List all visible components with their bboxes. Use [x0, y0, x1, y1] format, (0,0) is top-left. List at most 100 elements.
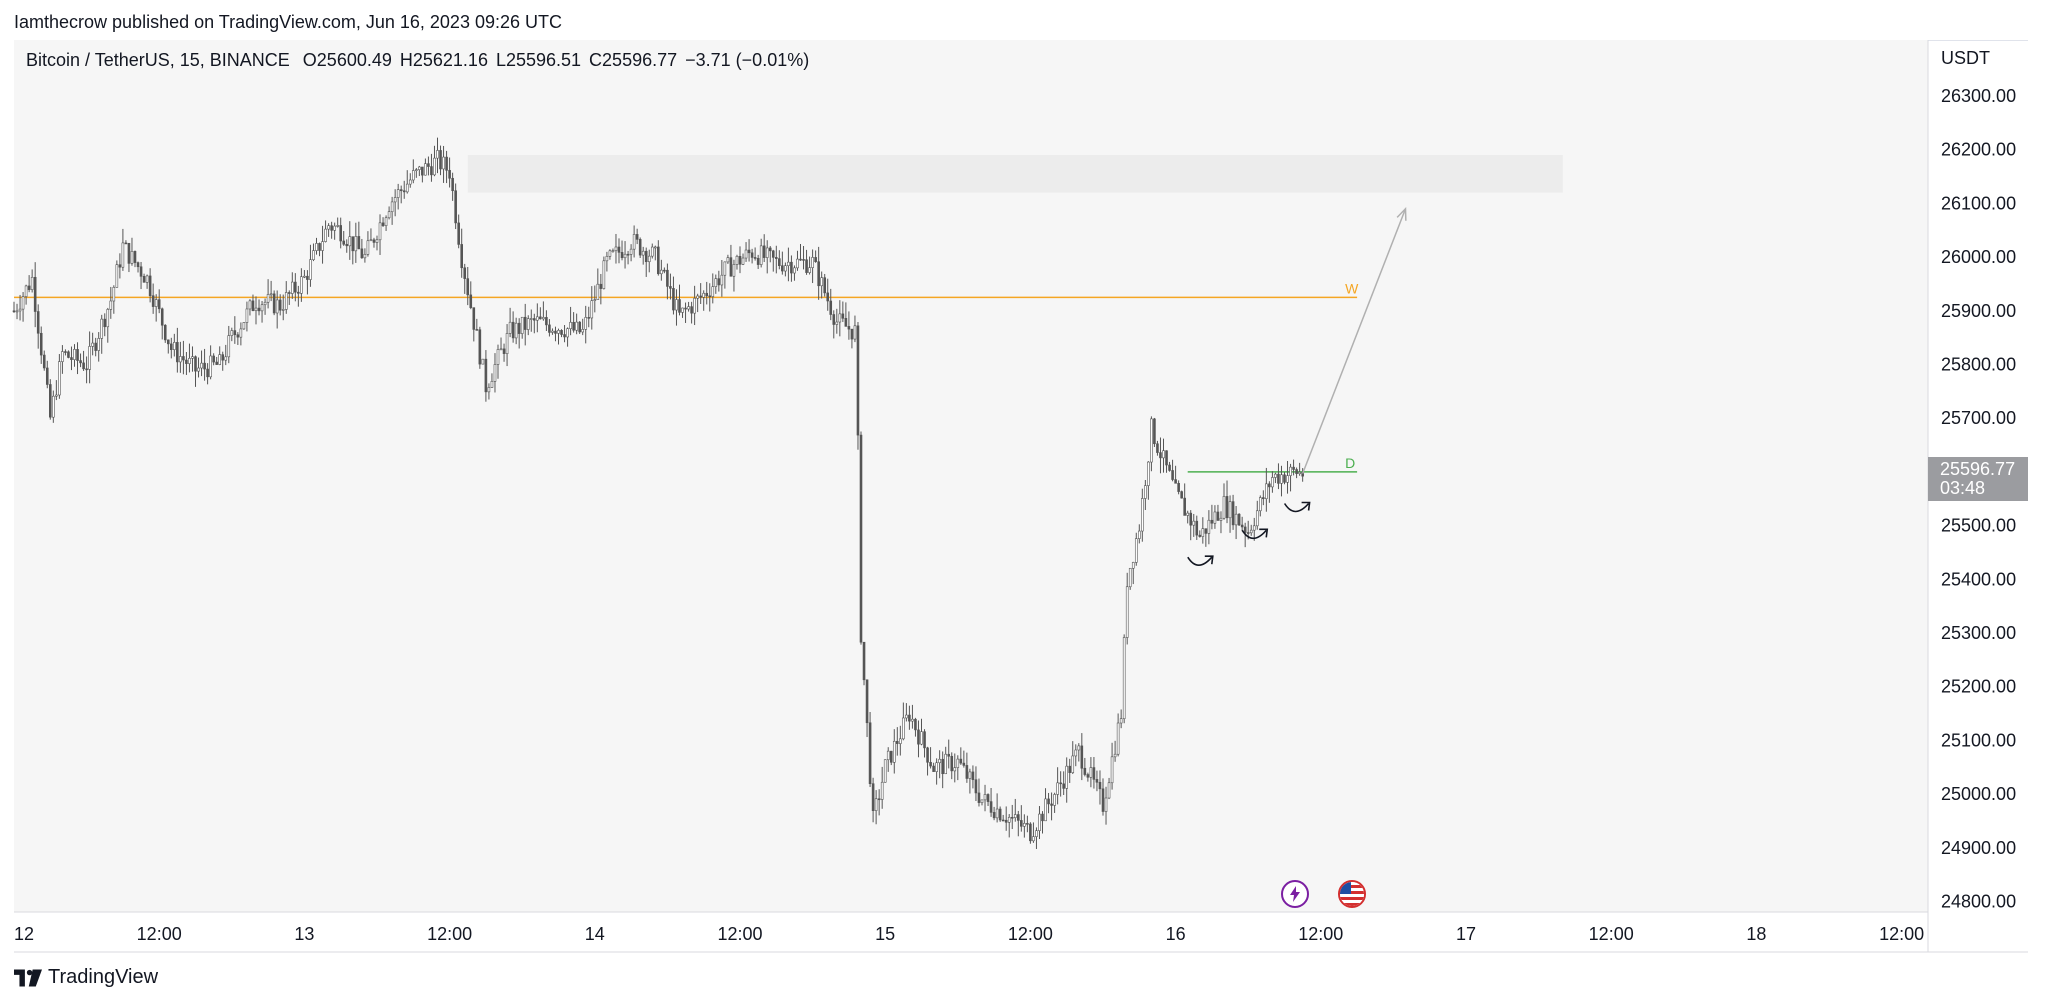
candle-body	[956, 758, 960, 768]
candle-body	[905, 714, 908, 719]
candle-body	[1292, 466, 1295, 470]
candle-body	[750, 252, 754, 258]
candle-body	[959, 758, 963, 764]
time-tick-label: 18	[1746, 924, 1766, 944]
candle-body	[926, 747, 929, 763]
symbol-legend: Bitcoin / TetherUS, 15, BINANCE O25600.4…	[26, 50, 817, 71]
candle-body	[73, 349, 76, 360]
candle-body	[1041, 813, 1044, 822]
lightning-event-icon[interactable]	[1281, 880, 1309, 908]
candle-body	[850, 328, 854, 340]
candle-body	[663, 269, 666, 272]
candle-body	[666, 269, 669, 287]
candle-body	[505, 333, 509, 354]
candle-body	[756, 257, 760, 265]
candle-body	[182, 356, 185, 361]
candle-body	[523, 316, 527, 330]
candle-body	[1098, 781, 1102, 790]
candle-body	[587, 317, 591, 319]
candle-body	[986, 794, 990, 802]
candle-body	[720, 274, 724, 286]
candle-body	[914, 718, 917, 731]
candle-body	[1083, 767, 1087, 775]
candle-body	[908, 714, 911, 722]
candle-body	[684, 307, 687, 310]
time-tick-label: 14	[585, 924, 605, 944]
candle-body	[251, 300, 255, 312]
candle-body	[874, 798, 878, 811]
candle-body	[532, 318, 536, 321]
candle-body	[448, 170, 451, 179]
bar-countdown: 03:48	[1940, 478, 1986, 498]
candle-body	[1298, 471, 1301, 474]
candle-body	[1153, 418, 1156, 445]
candle-body	[817, 261, 820, 287]
candle-body	[950, 755, 954, 772]
candle-body	[88, 346, 91, 370]
candle-body	[402, 190, 406, 193]
candle-body	[297, 291, 300, 294]
candle-body	[1165, 450, 1168, 466]
candle-body	[266, 294, 270, 303]
candle-body	[1047, 798, 1050, 805]
candle-body	[112, 286, 116, 302]
candle-body	[784, 265, 787, 272]
candle-body	[1013, 814, 1017, 818]
candle-body	[868, 722, 872, 784]
candle-body	[778, 258, 781, 266]
price-tick-label: 25800.00	[1941, 355, 2016, 375]
candle-body	[1068, 765, 1072, 773]
candle-body	[106, 309, 110, 328]
candle-body	[160, 308, 164, 326]
candle-body	[774, 257, 778, 259]
candle-body	[1071, 755, 1075, 773]
candle-body	[154, 299, 158, 307]
candle-body	[130, 251, 134, 264]
candle-body	[1204, 528, 1208, 534]
footer-brand[interactable]: TradingView	[14, 966, 158, 989]
candle-body	[545, 317, 548, 326]
candle-body	[408, 179, 412, 185]
candle-body	[1141, 498, 1144, 532]
candle-body	[58, 361, 61, 396]
candle-body	[206, 368, 209, 378]
time-tick-label: 12	[14, 924, 34, 944]
candle-body	[599, 283, 603, 289]
candle-body	[357, 236, 361, 250]
candle-body	[790, 261, 793, 274]
candle-body	[1004, 819, 1008, 823]
candle-body	[1074, 749, 1078, 757]
us-flag-event-icon[interactable]	[1338, 880, 1366, 908]
candle-body	[626, 253, 630, 256]
candle-body	[227, 335, 231, 358]
candle-body	[865, 679, 869, 724]
candle-body	[768, 247, 772, 252]
legend-symbol: Bitcoin / TetherUS, 15, BINANCE	[26, 50, 290, 70]
candle-body	[451, 177, 454, 192]
candle-body	[436, 150, 439, 159]
candle-body	[578, 321, 581, 333]
candle-body	[142, 276, 146, 283]
candle-body	[593, 299, 597, 301]
candle-body	[475, 329, 479, 331]
candle-body	[1035, 830, 1038, 837]
candle-body	[239, 328, 243, 338]
candle-body	[1138, 530, 1141, 539]
candle-body	[463, 267, 467, 279]
candle-body	[136, 262, 140, 268]
candle-body	[345, 243, 349, 247]
candle-body	[97, 338, 100, 351]
curved-arrow-head	[1204, 555, 1214, 565]
candle-body	[27, 285, 31, 290]
candle-body	[163, 324, 167, 341]
price-tick-label: 26100.00	[1941, 193, 2016, 213]
candle-body	[1089, 767, 1093, 778]
legend-change: −3.71 (−0.01%)	[685, 50, 810, 70]
candle-body	[802, 259, 805, 261]
candle-body	[608, 250, 612, 257]
candle-body	[478, 329, 482, 365]
price-tick-label: 25100.00	[1941, 730, 2016, 750]
candle-body	[103, 318, 107, 328]
candle-body	[911, 718, 914, 722]
